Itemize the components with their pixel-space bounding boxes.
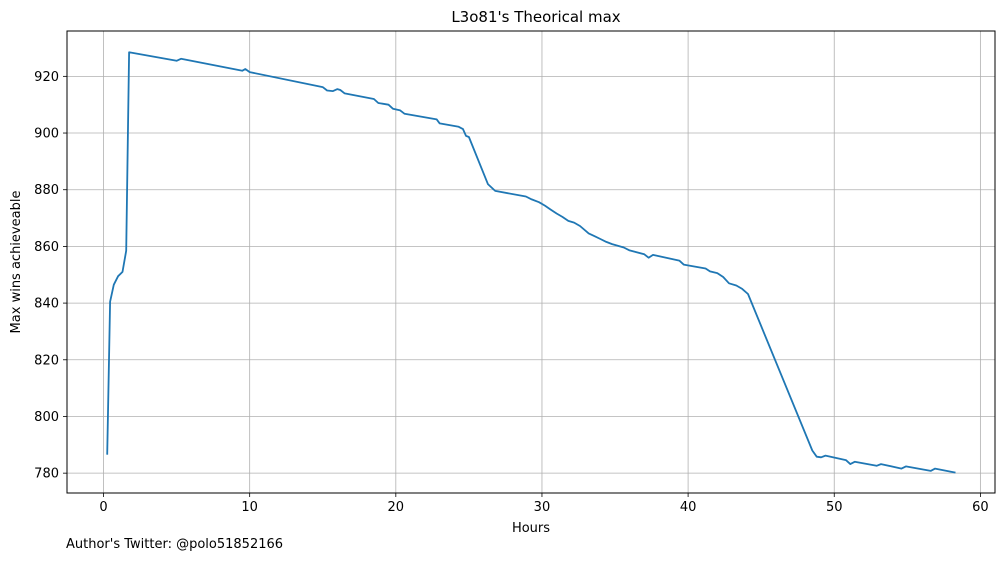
x-tick-label: 20 [388, 500, 405, 515]
chart-title: L3o81's Theorical max [451, 8, 620, 26]
x-axis-label: Hours [512, 521, 550, 536]
axis-ticks: 0 10 20 30 40 50 60 780 800 820 840 860 880 900 920 [34, 70, 988, 515]
y-tick-label: 860 [34, 240, 59, 255]
gridlines [67, 31, 995, 493]
x-tick-label: 10 [241, 500, 258, 515]
plot-frame [66, 30, 996, 494]
x-tick-label: 30 [534, 500, 551, 515]
y-tick-label: 880 [34, 183, 59, 198]
x-tick-label: 40 [680, 500, 697, 515]
x-tick-label: 50 [826, 500, 843, 515]
x-tick-label: 0 [99, 500, 107, 515]
x-tick-label: 60 [972, 500, 989, 515]
y-tick-label: 800 [34, 410, 59, 425]
y-tick-label: 900 [34, 127, 59, 142]
y-tick-label: 840 [34, 297, 59, 312]
author-twitter-note: Author's Twitter: @polo51852166 [66, 537, 284, 552]
series-line [106, 51, 956, 474]
y-tick-label: 920 [34, 70, 59, 85]
y-tick-label: 780 [34, 467, 59, 482]
y-axis-label: Max wins achieveable [9, 191, 24, 334]
y-tick-label: 820 [34, 353, 59, 368]
